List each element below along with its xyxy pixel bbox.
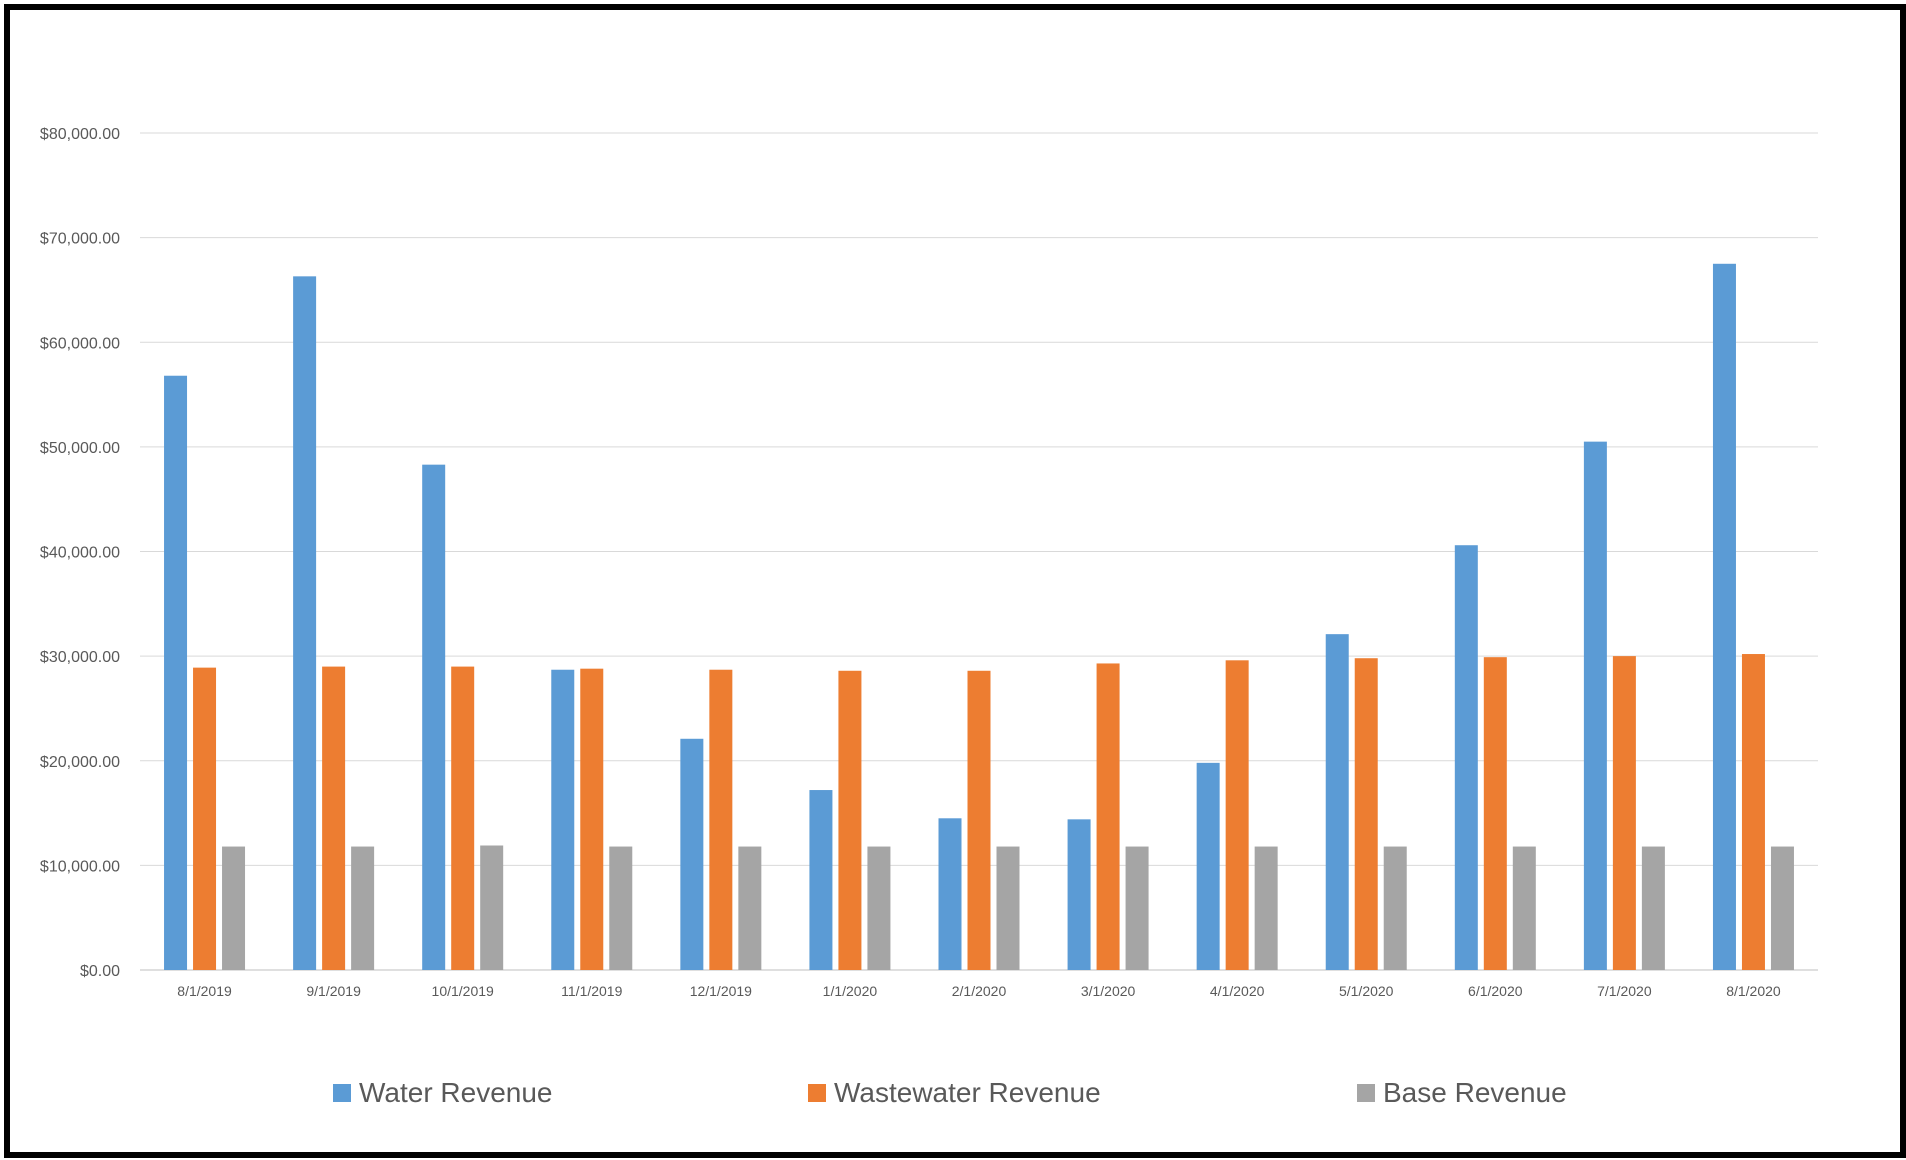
y-axis: $0.00 $10,000.00 $20,000.00 $30,000.00 $40,0… <box>40 126 120 980</box>
bar-wastewater-revenue <box>838 670 862 970</box>
bar-base-revenue <box>996 846 1020 970</box>
bar-water-revenue <box>938 818 962 970</box>
bar-water-revenue <box>1067 819 1091 970</box>
x-tick-label: 5/1/2020 <box>1339 983 1394 999</box>
bar-wastewater-revenue <box>1741 654 1765 970</box>
bar-wastewater-revenue <box>1612 656 1636 970</box>
x-tick-label: 8/1/2020 <box>1726 983 1781 999</box>
bar-wastewater-revenue <box>193 667 217 970</box>
bar-wastewater-revenue <box>1225 660 1249 970</box>
bar-water-revenue <box>1454 545 1478 970</box>
legend: Water Revenue Wastewater Revenue Base Reve… <box>333 1077 1567 1108</box>
y-tick-label: $50,000.00 <box>40 440 120 457</box>
x-tick-label: 1/1/2020 <box>823 983 878 999</box>
y-tick-label: $40,000.00 <box>40 545 120 562</box>
legend-label: Wastewater Revenue <box>834 1077 1101 1108</box>
bar-water-revenue <box>809 790 833 970</box>
bar-base-revenue <box>351 846 375 970</box>
bar-base-revenue <box>867 846 891 970</box>
bar-wastewater-revenue <box>709 669 733 970</box>
x-tick-label: 7/1/2020 <box>1597 983 1652 999</box>
y-tick-label: $30,000.00 <box>40 649 120 666</box>
bar-wastewater-revenue <box>451 666 475 970</box>
y-tick-label: $20,000.00 <box>40 754 120 771</box>
bar-wastewater-revenue <box>1354 658 1378 970</box>
legend-swatch <box>808 1084 826 1102</box>
x-tick-label: 8/1/2019 <box>177 983 232 999</box>
gridlines <box>140 132 1818 971</box>
y-tick-label: $0.00 <box>80 963 120 980</box>
bars <box>164 263 1794 971</box>
bar-base-revenue <box>1512 846 1536 970</box>
bar-base-revenue <box>1254 846 1278 970</box>
bar-water-revenue <box>680 738 704 970</box>
legend-label: Base Revenue <box>1383 1077 1567 1108</box>
legend-label: Water Revenue <box>359 1077 553 1108</box>
bar-water-revenue <box>1712 263 1736 970</box>
legend-swatch <box>333 1084 351 1102</box>
bar-base-revenue <box>1641 846 1665 970</box>
bar-water-revenue <box>422 464 446 970</box>
bar-base-revenue <box>1383 846 1407 970</box>
y-tick-label: $60,000.00 <box>40 335 120 352</box>
bar-wastewater-revenue <box>580 668 604 970</box>
x-tick-label: 6/1/2020 <box>1468 983 1523 999</box>
bar-base-revenue <box>1125 846 1149 970</box>
x-tick-label: 2/1/2020 <box>952 983 1007 999</box>
x-axis: 8/1/2019 9/1/2019 10/1/2019 11/1/2019 12/1/2… <box>177 983 1781 999</box>
bar-base-revenue <box>480 845 504 970</box>
bar-water-revenue <box>1325 634 1349 970</box>
bar-water-revenue <box>164 375 188 971</box>
x-tick-label: 12/1/2019 <box>690 983 752 999</box>
x-tick-label: 3/1/2020 <box>1081 983 1136 999</box>
x-tick-label: 9/1/2019 <box>306 983 361 999</box>
bar-base-revenue <box>1770 846 1794 970</box>
x-tick-label: 10/1/2019 <box>432 983 494 999</box>
bar-water-revenue <box>551 669 575 970</box>
x-tick-label: 11/1/2019 <box>561 983 622 999</box>
y-tick-label: $10,000.00 <box>40 858 120 875</box>
bar-water-revenue <box>1196 762 1220 970</box>
legend-swatch <box>1357 1084 1375 1102</box>
y-tick-label: $70,000.00 <box>40 231 120 248</box>
bar-wastewater-revenue <box>1096 663 1120 970</box>
bar-water-revenue <box>293 276 317 970</box>
bar-wastewater-revenue <box>322 666 346 970</box>
bar-water-revenue <box>1583 441 1607 970</box>
x-tick-label: 4/1/2020 <box>1210 983 1265 999</box>
bar-base-revenue <box>738 846 762 970</box>
bar-base-revenue <box>222 846 246 970</box>
bar-wastewater-revenue <box>967 670 991 970</box>
bar-base-revenue <box>609 846 633 970</box>
y-tick-label: $80,000.00 <box>40 126 120 143</box>
bar-wastewater-revenue <box>1483 657 1507 970</box>
